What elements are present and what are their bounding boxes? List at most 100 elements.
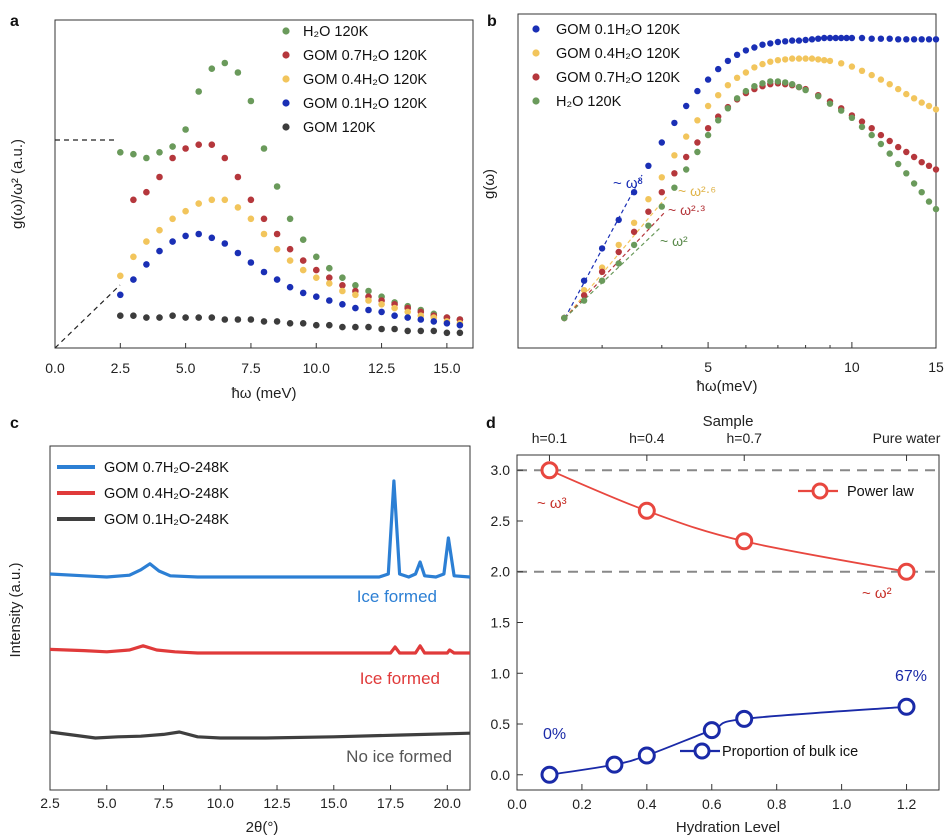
panel-a-point-s1: [273, 230, 281, 238]
panel-b-point-s3: [767, 78, 774, 85]
panel-b-xtick-label: 5: [704, 359, 712, 375]
panel-a-frame: [54, 19, 474, 349]
panel-c-xtick-label: 5.0: [97, 795, 117, 811]
panel-a-point-s4: [417, 327, 425, 335]
panel-b-point-s1: [795, 55, 803, 62]
panel-c-xtick-label: 2.5: [40, 795, 60, 811]
panel-a-point-s0: [195, 88, 202, 95]
panel-a-point-s4: [273, 318, 281, 325]
panel-b-point-s2: [683, 153, 690, 161]
panel-b-legend-marker: [532, 97, 540, 105]
panel-a-point-s3: [260, 268, 268, 276]
panel-d-xlabel: Hydration Level: [676, 819, 780, 836]
panel-a-point-s2: [365, 297, 372, 304]
panel-a-point-s3: [195, 230, 202, 238]
panel-b-point-s3: [826, 100, 834, 107]
panel-a-point-s4: [234, 316, 242, 323]
panel-d-legend-marker: [811, 482, 829, 500]
panel-a-point-s3: [156, 247, 163, 255]
panel-b-point-s0: [724, 57, 732, 65]
panel-a-point-s4: [404, 327, 412, 335]
panel-b-point-s0: [759, 41, 766, 48]
panel-b-point-s0: [658, 139, 665, 146]
panel-b-point-s1: [910, 95, 918, 102]
panel-b-legend-label: GOM 0.7H₂O 120K: [556, 70, 680, 86]
panel-b-point-s0: [910, 36, 918, 43]
panel-a-xtick-label: 12.5: [368, 360, 395, 376]
panel-a-point-s1: [299, 257, 307, 264]
panel-a-point-s0: [221, 59, 229, 67]
panel-d: d Sample h=0.1 h=0.4 h=0.7 Pure water ~ ω³ …: [486, 413, 941, 836]
panel-b-point-s0: [925, 36, 933, 43]
panel-a-point-s3: [299, 289, 307, 297]
panel-b-point-s1: [630, 219, 638, 226]
panel-b-point-s0: [918, 36, 925, 43]
panel-b-point-s0: [671, 119, 678, 127]
panel-a-point-s4: [352, 323, 359, 331]
panel-a-point-s4: [156, 314, 163, 321]
panel-label-c: c: [10, 415, 19, 432]
panel-d-top-tick-label: h=0.1: [532, 430, 568, 446]
panel-c: c Ice formed Ice formed No ice formed 2.…: [7, 415, 471, 836]
panel-b-point-s3: [742, 87, 750, 95]
panel-a-point-s4: [208, 314, 216, 321]
panel-a-point-s1: [221, 154, 229, 162]
panel-d-line-s0: [549, 469, 907, 573]
panel-b-point-s0: [795, 37, 803, 44]
panel-b-point-s1: [903, 90, 910, 98]
panel-b-point-s3: [782, 79, 789, 86]
panel-d-marker-s0: [735, 532, 754, 551]
panel-b-point-s1: [742, 69, 750, 76]
panel-b-point-s1: [808, 55, 816, 62]
panel-b-point-s3: [918, 189, 925, 196]
panel-a-point-s3: [365, 306, 372, 314]
panel-a-point-s0: [182, 126, 189, 133]
panel-b-point-s3: [704, 131, 712, 139]
panel-a-point-s2: [247, 215, 255, 223]
panel-a-point-s4: [143, 314, 150, 321]
panel-b-point-s0: [767, 40, 774, 47]
panel-b-point-s1: [821, 57, 828, 64]
panel-b-point-s2: [598, 268, 606, 275]
panel-c-legend-label: GOM 0.1H₂O-248K: [104, 512, 229, 528]
panel-a-point-s0: [286, 215, 294, 223]
panel-a-point-s2: [260, 230, 268, 238]
panel-b-point-s3: [580, 297, 588, 304]
panel-c-line-s1: [49, 644, 470, 655]
panel-c-frame: [49, 445, 471, 791]
annotation-ice-04: Ice formed: [360, 669, 440, 688]
panel-d-legend-label: Power law: [847, 484, 914, 500]
panel-a-point-s4: [221, 316, 229, 323]
panel-d-xtick-label: 1.0: [832, 796, 852, 812]
panel-a-point-s1: [326, 274, 333, 282]
panel-label-d: d: [486, 415, 496, 432]
panel-b-point-s0: [751, 44, 758, 51]
panel-d-xtick-label: 1.2: [897, 796, 917, 812]
panel-a-point-s3: [130, 276, 137, 283]
panel-d-ytick-label: 1.5: [491, 615, 511, 631]
panel-a-point-s0: [339, 274, 346, 282]
panel-a-point-s4: [260, 318, 268, 325]
panel-d-top-tick-label: Pure water: [873, 430, 941, 446]
panel-a-xtick-label: 0.0: [45, 360, 65, 376]
panel-d-marker-s1: [637, 746, 656, 765]
panel-b-point-s2: [615, 248, 622, 256]
panel-b-point-s1: [838, 60, 845, 67]
panel-c-line-s2: [49, 730, 471, 740]
panel-b-legend-label: GOM 0.4H₂O 120K: [556, 46, 680, 62]
panel-a-point-s3: [443, 320, 451, 327]
panel-a-point-s4: [339, 323, 346, 331]
panel-a-point-s2: [378, 301, 385, 308]
panel-b-point-s3: [795, 83, 803, 91]
panel-a-point-s1: [195, 141, 202, 148]
panel-d-ytick-label: 2.0: [491, 564, 511, 580]
panel-a-point-s2: [286, 257, 294, 264]
panel-a-point-s4: [286, 320, 294, 327]
panel-d-marker-s0: [637, 501, 656, 520]
panel-b-point-s3: [724, 105, 732, 112]
panel-a-point-s3: [143, 261, 150, 268]
panel-d-legend-marker: [693, 742, 711, 760]
panel-a-point-s3: [417, 316, 425, 323]
panel-a-point-s4: [365, 323, 372, 331]
panel-a-point-s4: [130, 312, 137, 320]
